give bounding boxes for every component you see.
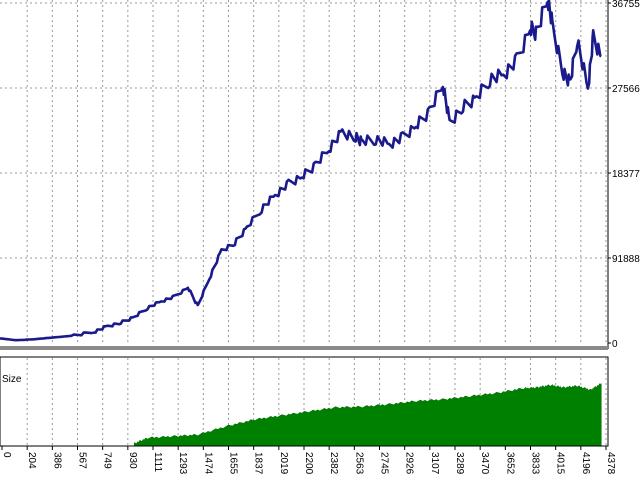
size-panel-label: Size — [2, 374, 22, 385]
x-tick-label: 3652 — [504, 452, 515, 475]
panel-separator-bar — [0, 346, 608, 350]
x-tick-label: 2200 — [303, 452, 314, 475]
x-tick-label: 567 — [77, 452, 88, 469]
y-tick-label: 367553 — [612, 0, 640, 10]
balance-series — [0, 0, 602, 342]
x-tick-label: 3833 — [530, 452, 541, 475]
y-tick-label: 0 — [612, 339, 618, 350]
x-tick-label: 204 — [26, 452, 37, 469]
x-axis-tick-labels: 0 204 386 567 749 930 1111 1293 1474 1655 1837 2019… — [1, 446, 616, 475]
balance-line — [0, 0, 602, 342]
x-tick-label: 2563 — [353, 452, 364, 475]
x-tick-label: 1111 — [152, 452, 163, 472]
y-tick-label: 183777 — [612, 169, 640, 180]
x-tick-label: 749 — [102, 452, 113, 469]
x-tick-label: 1293 — [177, 452, 188, 475]
x-tick-label: 3470 — [479, 452, 490, 475]
x-tick-label: 2019 — [278, 452, 289, 475]
x-tick-label: 2926 — [404, 452, 415, 475]
x-tick-label: 930 — [127, 452, 138, 469]
y-tick-label: 275665 — [612, 84, 640, 95]
x-tick-label: 1655 — [228, 452, 239, 475]
size-series — [133, 383, 602, 447]
y-axis-tick-labels: 0 91888 183777 275665 367553 — [608, 0, 640, 350]
x-tick-label: 3289 — [454, 452, 465, 475]
grid-lines — [0, 0, 608, 446]
x-tick-label: 2382 — [328, 452, 339, 475]
x-tick-label: 3107 — [429, 452, 440, 475]
x-tick-label: 4196 — [580, 452, 591, 475]
x-tick-label: 1837 — [253, 452, 264, 475]
x-tick-label: 4378 — [605, 452, 616, 475]
x-tick-label: 1474 — [202, 452, 213, 475]
y-tick-label: 91888 — [612, 254, 640, 265]
x-tick-label: 4015 — [555, 452, 566, 475]
size-area — [133, 383, 602, 447]
x-tick-label: 0 — [1, 452, 12, 458]
x-tick-label: 2745 — [379, 452, 390, 475]
x-tick-label: 386 — [51, 452, 62, 469]
